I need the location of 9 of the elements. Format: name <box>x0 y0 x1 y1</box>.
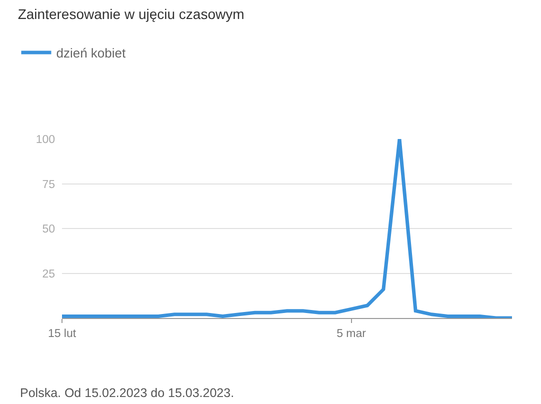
y-tick-label: 75 <box>42 178 55 191</box>
y-tick-label: 25 <box>42 268 55 280</box>
legend-label: dzień kobiet <box>56 46 126 61</box>
y-tick-label: 100 <box>36 134 55 146</box>
text: Polska. Od 15.02.2023 do 15.03.2023. <box>20 386 234 400</box>
chart-title: Zainteresowanie w ujęciu czasowym <box>18 6 244 22</box>
x-tick-label: 5 mar <box>336 328 366 340</box>
y-tick-label: 50 <box>42 224 55 236</box>
x-tick-label: 15 lut <box>48 328 77 340</box>
